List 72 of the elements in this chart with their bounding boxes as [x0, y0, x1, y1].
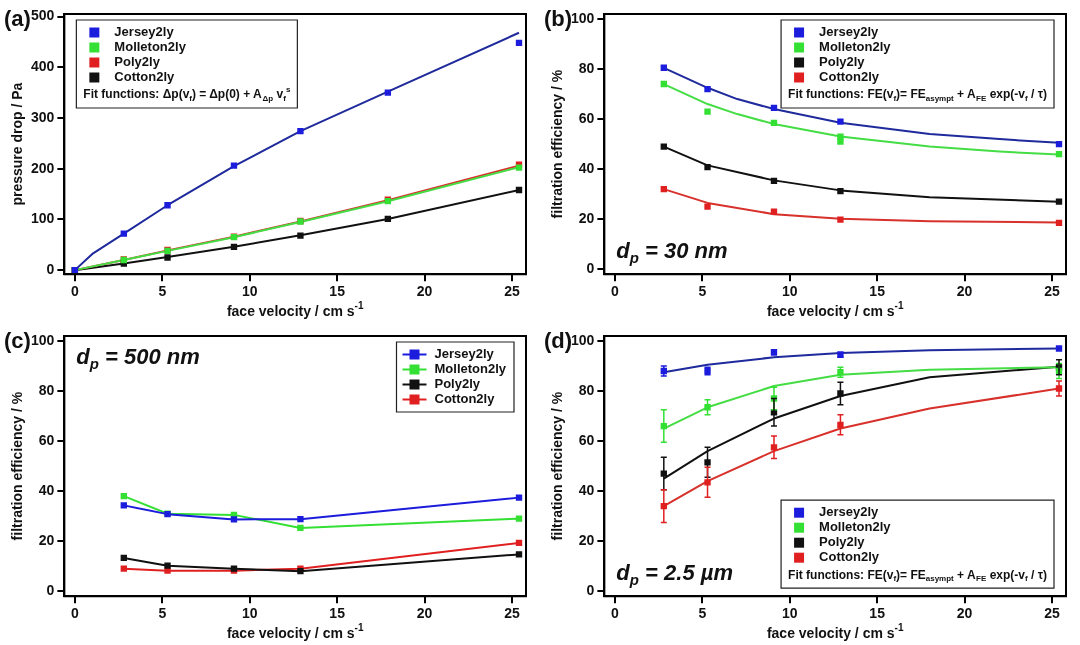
chart-title: (a)	[4, 6, 31, 32]
y-axis-title: filtration efficiency / %	[548, 391, 565, 541]
x-tick-label: 15	[869, 605, 886, 622]
y-tick-label: 100	[31, 331, 55, 348]
y-tick-label: 500	[31, 7, 55, 24]
x-tick-label: 10	[241, 605, 258, 622]
legend-label: Jersey2ly	[434, 346, 495, 362]
y-tick-label: 0	[46, 582, 55, 599]
y-tick-label: 100	[571, 9, 595, 26]
x-tick-label: 10	[781, 605, 798, 622]
y-tick-label: 20	[578, 210, 595, 227]
y-axis-title: filtration efficiency / %	[548, 69, 565, 219]
legend-label: Cotton2ly	[819, 69, 880, 85]
x-tick-label: 25	[504, 283, 521, 300]
x-tick-label: 25	[1044, 605, 1061, 622]
legend-label: Poly2ly	[114, 54, 161, 70]
legend-label: Cotton2ly	[819, 549, 880, 565]
legend-label: Molleton2ly	[819, 519, 892, 535]
x-tick-label: 5	[698, 283, 707, 300]
x-tick-label: 0	[70, 605, 79, 622]
y-tick-label: 40	[38, 481, 55, 498]
x-tick-label: 10	[781, 283, 798, 300]
y-tick-label: 80	[578, 381, 595, 398]
legend-label: Molleton2ly	[114, 39, 187, 55]
x-tick-label: 5	[158, 283, 167, 300]
y-tick-label: 80	[578, 59, 595, 76]
y-tick-label: 40	[578, 159, 595, 176]
legend-label: Molleton2ly	[434, 361, 507, 377]
x-tick-label: 5	[158, 605, 167, 622]
x-tick-label: 0	[610, 605, 619, 622]
x-tick-label: 0	[610, 283, 619, 300]
legend-label: Jersey2ly	[114, 24, 175, 40]
x-tick-label: 20	[416, 605, 433, 622]
y-tick-label: 0	[586, 582, 595, 599]
y-tick-label: 60	[578, 431, 595, 448]
y-tick-label: 60	[578, 109, 595, 126]
x-tick-label: 15	[869, 283, 886, 300]
chart-title: (c)	[4, 328, 31, 354]
y-tick-label: 300	[31, 108, 55, 125]
legend-label: Jersey2ly	[819, 24, 880, 40]
chart-title: (d)	[544, 328, 573, 354]
legend-label: Jersey2ly	[819, 504, 880, 520]
legend-label: Poly2ly	[819, 534, 866, 550]
legend-label: Poly2ly	[819, 54, 866, 70]
y-tick-label: 100	[571, 331, 595, 348]
y-tick-label: 60	[38, 431, 55, 448]
x-tick-label: 0	[70, 283, 79, 300]
x-tick-label: 10	[241, 283, 258, 300]
y-tick-label: 0	[46, 261, 55, 277]
x-tick-label: 20	[956, 605, 973, 622]
y-tick-label: 20	[38, 532, 55, 549]
y-axis-title: filtration efficiency / %	[8, 391, 25, 541]
y-tick-label: 100	[31, 210, 55, 227]
chart-title: (b)	[544, 6, 573, 32]
x-tick-label: 15	[329, 283, 346, 300]
y-tick-label: 200	[31, 159, 55, 176]
x-tick-label: 25	[1044, 283, 1061, 300]
legend-label: Poly2ly	[434, 376, 481, 392]
y-tick-label: 80	[38, 381, 55, 398]
x-tick-label: 25	[504, 605, 521, 622]
legend-label: Cotton2ly	[114, 69, 176, 85]
x-tick-label: 20	[956, 283, 973, 300]
legend-label: Cotton2ly	[434, 391, 496, 407]
y-axis-title: pressure drop / Pa	[8, 82, 25, 206]
y-tick-label: 20	[578, 532, 595, 549]
x-tick-label: 5	[698, 605, 707, 622]
x-tick-label: 15	[329, 605, 346, 622]
x-tick-label: 20	[416, 283, 433, 300]
y-tick-label: 400	[31, 58, 55, 75]
y-tick-label: 0	[586, 260, 595, 277]
y-tick-label: 40	[578, 481, 595, 498]
legend-label: Molleton2ly	[819, 39, 892, 55]
